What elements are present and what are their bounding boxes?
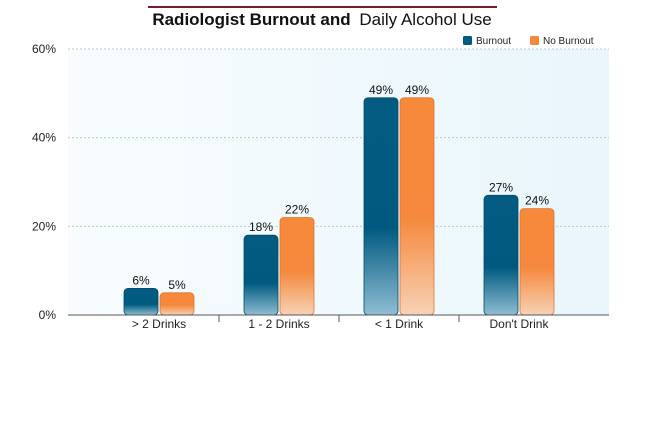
legend: Burnout No Burnout bbox=[463, 36, 594, 47]
x-tick-label: 1 - 2 Drinks bbox=[248, 317, 309, 331]
chart-title: Radiologist Burnout and Daily Alcohol Us… bbox=[152, 10, 491, 29]
data-label: 49% bbox=[369, 83, 393, 97]
y-axis-ticks: 0% 20% 40% 60% bbox=[32, 42, 56, 322]
bar-no-burnout bbox=[159, 292, 195, 316]
data-label: 22% bbox=[285, 202, 309, 216]
bar-no-burnout bbox=[519, 208, 555, 316]
bar-burnout bbox=[363, 97, 399, 316]
legend-label: Burnout bbox=[476, 36, 511, 47]
y-tick-label: 20% bbox=[32, 219, 56, 233]
x-tick-label: < 1 Drink bbox=[375, 317, 424, 331]
y-tick-label: 0% bbox=[39, 308, 57, 322]
bars bbox=[123, 97, 555, 316]
bar-burnout bbox=[123, 287, 159, 316]
data-label: 24% bbox=[525, 194, 549, 208]
y-tick-label: 40% bbox=[32, 131, 56, 145]
x-tick-label: Don't Drink bbox=[490, 317, 550, 331]
bar-burnout bbox=[243, 234, 279, 316]
data-label: 6% bbox=[132, 273, 150, 287]
x-axis: > 2 Drinks 1 - 2 Drinks < 1 Drink Don't Dri… bbox=[68, 314, 609, 331]
bar-no-burnout bbox=[399, 97, 435, 316]
bar-burnout bbox=[483, 194, 519, 316]
y-tick-label: 60% bbox=[32, 42, 56, 56]
bar-no-burnout bbox=[279, 217, 315, 316]
data-label: 49% bbox=[405, 83, 429, 97]
x-tick-label: > 2 Drinks bbox=[132, 317, 186, 331]
data-label: 27% bbox=[489, 180, 513, 194]
data-label: 5% bbox=[168, 278, 186, 292]
legend-swatch bbox=[530, 36, 539, 45]
legend-swatch bbox=[463, 36, 472, 45]
data-labels: 6% 5% 18% 22% 49% 49% 27% 24% bbox=[132, 83, 549, 292]
chart-title-regular: Daily Alcohol Use bbox=[359, 10, 491, 29]
chart-title-bold: Radiologist Burnout and bbox=[152, 10, 350, 29]
data-label: 18% bbox=[249, 220, 273, 234]
plot-area bbox=[68, 49, 609, 315]
legend-label: No Burnout bbox=[543, 36, 594, 47]
